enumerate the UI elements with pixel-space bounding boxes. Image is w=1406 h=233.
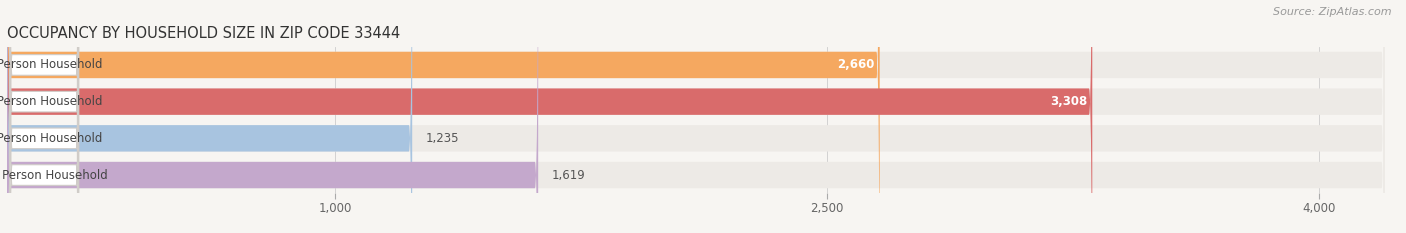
Text: Source: ZipAtlas.com: Source: ZipAtlas.com	[1274, 7, 1392, 17]
Text: 1,235: 1,235	[425, 132, 458, 145]
FancyBboxPatch shape	[7, 0, 880, 233]
FancyBboxPatch shape	[7, 0, 1385, 233]
Text: 1,619: 1,619	[551, 168, 585, 182]
FancyBboxPatch shape	[10, 0, 79, 233]
FancyBboxPatch shape	[7, 0, 538, 233]
FancyBboxPatch shape	[10, 0, 79, 233]
Text: 3,308: 3,308	[1050, 95, 1087, 108]
Text: 4+ Person Household: 4+ Person Household	[0, 168, 107, 182]
Text: 1-Person Household: 1-Person Household	[0, 58, 103, 72]
Text: 2,660: 2,660	[838, 58, 875, 72]
FancyBboxPatch shape	[7, 0, 1385, 233]
Text: OCCUPANCY BY HOUSEHOLD SIZE IN ZIP CODE 33444: OCCUPANCY BY HOUSEHOLD SIZE IN ZIP CODE …	[7, 26, 401, 41]
FancyBboxPatch shape	[7, 0, 1385, 233]
Text: 3-Person Household: 3-Person Household	[0, 132, 103, 145]
FancyBboxPatch shape	[7, 0, 1092, 233]
FancyBboxPatch shape	[7, 0, 1385, 233]
FancyBboxPatch shape	[10, 0, 79, 233]
FancyBboxPatch shape	[10, 0, 79, 233]
FancyBboxPatch shape	[7, 0, 412, 233]
Text: 2-Person Household: 2-Person Household	[0, 95, 103, 108]
